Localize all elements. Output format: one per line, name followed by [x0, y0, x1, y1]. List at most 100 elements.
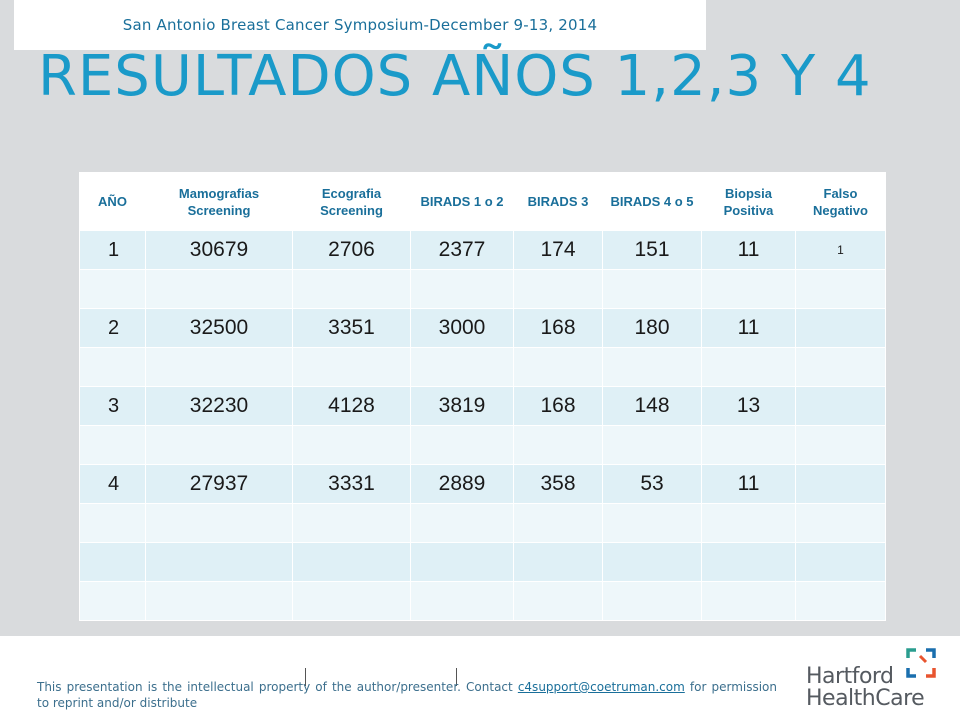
disclaimer-text-end: for permission to reprint and/or distrib… [37, 680, 777, 710]
table-cell [513, 425, 603, 465]
table-cell: 13 [701, 386, 796, 426]
table-cell [292, 269, 411, 309]
table-cell: 2377 [410, 230, 514, 270]
year-cell [79, 269, 146, 309]
table-cell [701, 269, 796, 309]
logo-mark-icon [906, 648, 936, 678]
table-cell [410, 581, 514, 621]
table-row [79, 542, 886, 582]
contact-email-link[interactable]: c4support@coetruman.com [517, 680, 685, 694]
table-cell [701, 542, 796, 582]
year-cell: 4 [79, 464, 146, 504]
year-cell [79, 542, 146, 582]
table-cell [513, 542, 603, 582]
table-cell: 30679 [145, 230, 293, 270]
table-cell [602, 542, 702, 582]
year-cell [79, 347, 146, 387]
table-cell: 3351 [292, 308, 411, 348]
table-cell [292, 542, 411, 582]
symposium-label: San Antonio Breast Cancer Symposium-Dece… [122, 16, 598, 34]
divider-tick [305, 668, 306, 686]
column-header: AÑO [79, 172, 146, 231]
column-header: Ecografia Screening [292, 172, 411, 231]
table-cell: 180 [602, 308, 702, 348]
table-cell [145, 581, 293, 621]
table-cell: 148 [602, 386, 702, 426]
table-cell [145, 542, 293, 582]
table-cell: 1 [795, 230, 886, 270]
table-cell [513, 503, 603, 543]
table-row [79, 269, 886, 309]
table-cell [602, 269, 702, 309]
table-row [79, 503, 886, 543]
table-cell [292, 347, 411, 387]
column-header: BIRADS 1 o 2 [410, 172, 514, 231]
table-row: 1 30679 2706 2377 174 151 11 1 [79, 230, 886, 270]
table-row: 2 32500 3351 3000 168 180 11 [79, 308, 886, 348]
table-cell: 11 [701, 464, 796, 504]
table-cell [292, 425, 411, 465]
table-cell [795, 347, 886, 387]
year-cell: 2 [79, 308, 146, 348]
table-cell: 174 [513, 230, 603, 270]
table-cell [701, 503, 796, 543]
year-cell: 1 [79, 230, 146, 270]
column-header: Biopsia Positiva [701, 172, 796, 231]
table-cell [145, 425, 293, 465]
table-cell [795, 386, 886, 426]
column-header: BIRADS 4 o 5 [602, 172, 702, 231]
table-cell [410, 269, 514, 309]
divider-tick [456, 668, 457, 686]
column-header: BIRADS 3 [513, 172, 603, 231]
results-table-container: AÑO Mamografias Screening Ecografia Screen… [79, 172, 886, 621]
column-header: Falso Negativo [795, 172, 886, 231]
logo-line2: HealthCare [806, 686, 925, 711]
year-cell [79, 425, 146, 465]
logo-wordmark: Hartford HealthCare [806, 666, 925, 711]
table-cell: 27937 [145, 464, 293, 504]
table-row [79, 581, 886, 621]
slide-title: RESULTADOS AÑOS 1,2,3 Y 4 [38, 44, 872, 109]
table-cell [292, 581, 411, 621]
table-cell [795, 581, 886, 621]
table-cell: 168 [513, 308, 603, 348]
table-header-row: AÑO Mamografias Screening Ecografia Screen… [79, 172, 886, 231]
table-cell: 2706 [292, 230, 411, 270]
table-cell: 11 [701, 308, 796, 348]
table-cell [410, 503, 514, 543]
table-cell [410, 425, 514, 465]
table-cell [513, 269, 603, 309]
table-cell [795, 425, 886, 465]
table-cell [701, 425, 796, 465]
table-cell [513, 581, 603, 621]
table-cell [602, 581, 702, 621]
table-row: 4 27937 3331 2889 358 53 11 [79, 464, 886, 504]
table-cell: 3819 [410, 386, 514, 426]
table-cell [602, 347, 702, 387]
column-header: Mamografias Screening [145, 172, 293, 231]
table-cell [292, 503, 411, 543]
results-table: AÑO Mamografias Screening Ecografia Screen… [79, 172, 886, 621]
table-cell [795, 464, 886, 504]
table-row [79, 347, 886, 387]
table-cell: 53 [602, 464, 702, 504]
table-cell: 168 [513, 386, 603, 426]
table-cell: 358 [513, 464, 603, 504]
table-cell [145, 347, 293, 387]
table-cell: 11 [701, 230, 796, 270]
copyright-disclaimer: This presentation is the intellectual pr… [37, 679, 777, 711]
table-cell [701, 347, 796, 387]
table-cell [410, 542, 514, 582]
table-cell: 151 [602, 230, 702, 270]
table-row [79, 425, 886, 465]
table-cell: 32500 [145, 308, 293, 348]
table-cell [410, 347, 514, 387]
table-cell [795, 503, 886, 543]
table-cell [602, 425, 702, 465]
table-cell: 2889 [410, 464, 514, 504]
table-cell: 4128 [292, 386, 411, 426]
table-cell [602, 503, 702, 543]
hartford-healthcare-logo: Hartford HealthCare [806, 648, 946, 712]
table-cell [145, 269, 293, 309]
year-cell [79, 503, 146, 543]
